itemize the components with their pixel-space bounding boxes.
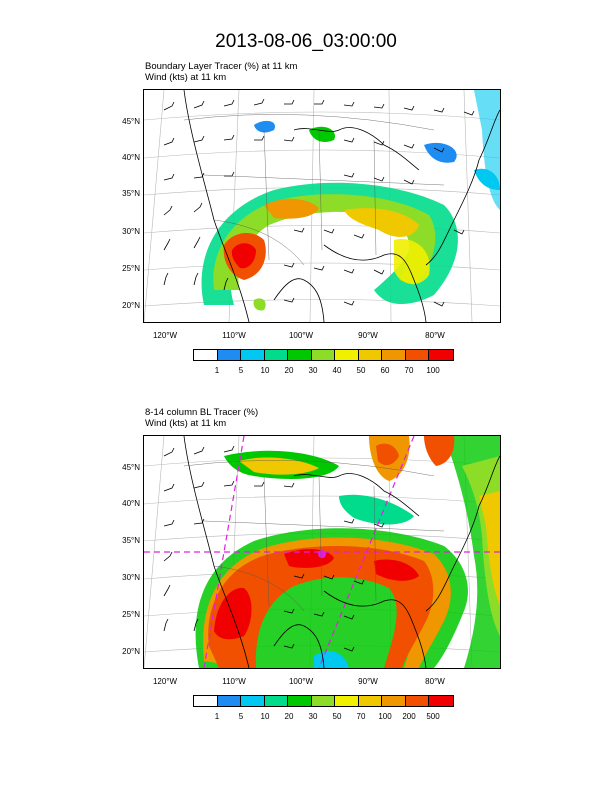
panel-1-subtitle-line2: Wind (kts) at 11 km	[145, 72, 227, 83]
colorbar-swatch	[358, 350, 382, 360]
panel-1-colorbar	[193, 349, 454, 361]
colorbar-label: 50	[356, 366, 366, 375]
panel-2-lat-tick-30: 30°N	[122, 573, 140, 582]
panel-2-lon-tick-110: 110°W	[222, 677, 246, 686]
panel-2-lat-tick-45: 45°N	[122, 463, 140, 472]
colorbar-label: 70	[356, 712, 366, 721]
panel-2-lon-tick-100: 100°W	[288, 677, 314, 686]
colorbar-swatch	[335, 696, 359, 706]
panel-1-lat-tick-35: 35°N	[122, 189, 140, 198]
colorbar-swatch	[358, 696, 382, 706]
panel-2-map	[143, 435, 501, 669]
panel-1-lat-tick-25: 25°N	[122, 264, 140, 273]
panel-1-lon-tick-90: 90°W	[358, 331, 378, 340]
panel-1-map	[143, 89, 501, 323]
colorbar-label: 5	[238, 366, 244, 375]
colorbar-label: 5	[238, 712, 244, 721]
panel-2-lat-tick-25: 25°N	[122, 610, 140, 619]
panel-2-marker	[318, 550, 326, 558]
colorbar-swatch	[194, 350, 218, 360]
panel-2-lat-tick-20: 20°N	[122, 647, 140, 656]
colorbar-swatch	[194, 696, 218, 706]
page-title: 2013-08-06_03:00:00	[215, 31, 397, 52]
panel-1-lon-tick-100: 100°W	[288, 331, 314, 340]
colorbar-label: 70	[404, 366, 414, 375]
panel-2-lat-tick-40: 40°N	[122, 499, 140, 508]
colorbar-swatch	[311, 696, 335, 706]
panel-2-colorbar	[193, 695, 454, 707]
colorbar-label: 100	[426, 366, 440, 375]
colorbar-label: 50	[332, 712, 342, 721]
panel-1-lat-tick-40: 40°N	[122, 153, 140, 162]
panel-1-subtitle-line1: Boundary Layer Tracer (%) at 11 km	[145, 61, 298, 72]
panel-1-lat-tick-20: 20°N	[122, 301, 140, 310]
panel-2-subtitle-line2: Wind (kts) at 11 km	[145, 418, 227, 429]
panel-2-lat-tick-35: 35°N	[122, 536, 140, 545]
colorbar-label: 30	[308, 366, 318, 375]
panel-1-tracer-field	[201, 90, 500, 311]
colorbar-label: 10	[260, 712, 270, 721]
colorbar-swatch	[241, 696, 265, 706]
panel-1-coastlines	[183, 90, 500, 322]
colorbar-swatch	[405, 350, 429, 360]
panel-1-lon-tick-120: 120°W	[152, 331, 178, 340]
colorbar-swatch	[311, 350, 335, 360]
colorbar-label: 20	[284, 366, 294, 375]
colorbar-label: 500	[426, 712, 440, 721]
panel-2-wind-barbs	[163, 445, 385, 652]
panel-2-lon-tick-90: 90°W	[358, 677, 378, 686]
colorbar-swatch	[335, 350, 359, 360]
panel-1-borders	[183, 114, 445, 266]
colorbar-label: 40	[332, 366, 342, 375]
colorbar-swatch	[264, 696, 288, 706]
panel-2-tracer-field	[195, 436, 500, 668]
colorbar-label: 200	[402, 712, 416, 721]
panel-1-lon-tick-80: 80°W	[425, 331, 445, 340]
colorbar-label: 20	[284, 712, 294, 721]
colorbar-swatch	[382, 350, 406, 360]
panel-2-column-box	[144, 436, 500, 668]
colorbar-label: 60	[380, 366, 390, 375]
colorbar-swatch	[405, 696, 429, 706]
colorbar-swatch	[217, 350, 241, 360]
panel-2-lon-tick-80: 80°W	[425, 677, 445, 686]
colorbar-swatch	[429, 350, 453, 360]
colorbar-swatch	[288, 696, 312, 706]
colorbar-label: 100	[378, 712, 392, 721]
panel-2-borders	[183, 460, 445, 612]
panel-2-subtitle-line1: 8-14 column BL Tracer (%)	[145, 407, 259, 418]
colorbar-label: 1	[214, 712, 220, 721]
colorbar-label: 30	[308, 712, 318, 721]
colorbar-label: 1	[214, 366, 220, 375]
colorbar-swatch	[429, 696, 453, 706]
panel-2-lon-tick-120: 120°W	[152, 677, 178, 686]
colorbar-swatch	[217, 696, 241, 706]
panel-1-lat-tick-30: 30°N	[122, 227, 140, 236]
colorbar-swatch	[264, 350, 288, 360]
panel-1-lon-tick-110: 110°W	[222, 331, 246, 340]
colorbar-swatch	[288, 350, 312, 360]
panel-1-lat-tick-45: 45°N	[122, 117, 140, 126]
panel-1-wind-barbs	[163, 98, 475, 307]
colorbar-swatch	[382, 696, 406, 706]
colorbar-label: 10	[260, 366, 270, 375]
panel-2-coastlines	[183, 436, 500, 668]
colorbar-swatch	[241, 350, 265, 360]
